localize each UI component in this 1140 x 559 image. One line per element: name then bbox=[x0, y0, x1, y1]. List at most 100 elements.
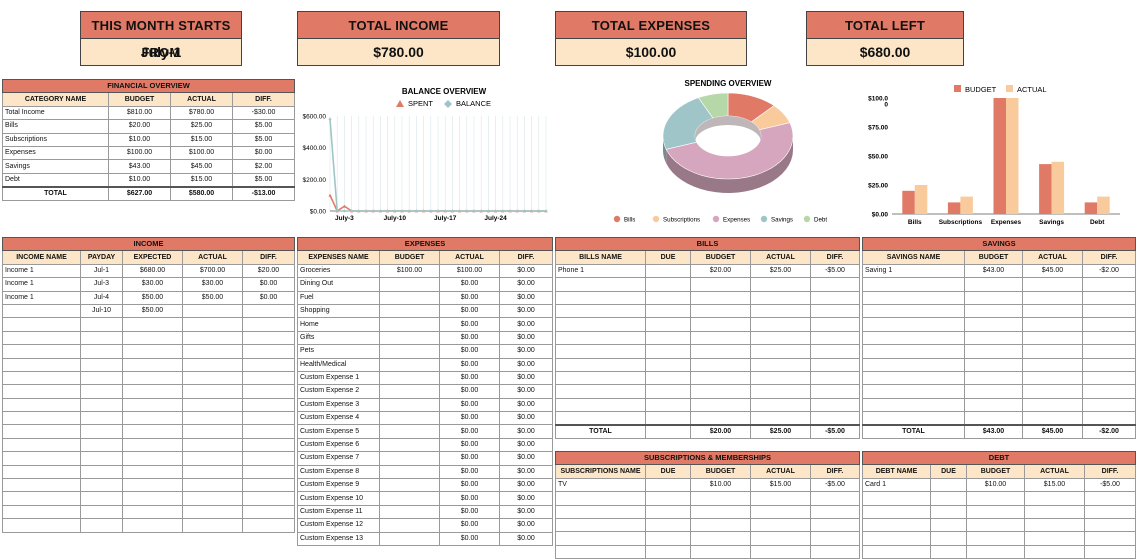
table-cell[interactable] bbox=[80, 451, 123, 466]
table-cell[interactable] bbox=[80, 370, 123, 386]
table-cell[interactable] bbox=[80, 411, 123, 426]
table-cell[interactable] bbox=[645, 263, 691, 279]
table-cell[interactable]: $15.00 bbox=[170, 132, 233, 147]
table-cell[interactable] bbox=[379, 384, 440, 399]
table-cell[interactable]: $780.00 bbox=[170, 105, 233, 121]
table-cell[interactable] bbox=[964, 370, 1023, 386]
table-cell[interactable]: $810.00 bbox=[108, 105, 171, 121]
table-cell[interactable]: $0.00 bbox=[499, 504, 553, 520]
table-cell[interactable] bbox=[750, 330, 811, 346]
table-cell[interactable] bbox=[122, 330, 183, 346]
table-cell[interactable] bbox=[750, 517, 811, 533]
table-cell[interactable] bbox=[379, 277, 440, 292]
table-cell[interactable] bbox=[1081, 330, 1137, 346]
table-cell[interactable]: $0.00 bbox=[499, 384, 553, 399]
table-cell[interactable] bbox=[1081, 290, 1137, 305]
table-cell[interactable] bbox=[1083, 491, 1137, 506]
table-cell[interactable] bbox=[810, 504, 860, 519]
table-cell[interactable] bbox=[182, 478, 243, 493]
table-cell[interactable] bbox=[242, 370, 295, 386]
table-cell[interactable] bbox=[242, 411, 295, 426]
table-cell[interactable] bbox=[242, 518, 295, 533]
table-cell[interactable] bbox=[2, 518, 81, 533]
table-cell[interactable] bbox=[242, 384, 295, 399]
table-cell[interactable]: $43.00 bbox=[108, 159, 171, 174]
table-cell[interactable] bbox=[555, 303, 646, 319]
table-cell[interactable] bbox=[379, 491, 440, 506]
table-cell[interactable] bbox=[379, 504, 440, 520]
table-cell[interactable] bbox=[379, 357, 440, 372]
table-cell[interactable] bbox=[182, 504, 243, 520]
table-cell[interactable] bbox=[750, 384, 811, 399]
table-cell[interactable] bbox=[555, 491, 646, 506]
table-cell[interactable] bbox=[809, 317, 861, 332]
table-cell[interactable] bbox=[809, 384, 861, 399]
table-cell[interactable] bbox=[750, 290, 811, 305]
table-cell[interactable] bbox=[1022, 330, 1083, 346]
table-cell[interactable] bbox=[964, 397, 1023, 413]
table-cell[interactable]: $0.00 bbox=[242, 290, 295, 305]
table-cell[interactable]: Income 1 bbox=[2, 290, 81, 305]
table-cell[interactable] bbox=[555, 384, 646, 399]
table-cell[interactable] bbox=[242, 437, 295, 453]
table-cell[interactable] bbox=[750, 544, 811, 559]
table-cell[interactable] bbox=[966, 544, 1025, 559]
table-cell[interactable] bbox=[122, 451, 183, 466]
table-cell[interactable] bbox=[242, 344, 295, 359]
table-cell[interactable] bbox=[122, 384, 183, 399]
table-cell[interactable]: $45.00 bbox=[170, 159, 233, 174]
table-cell[interactable] bbox=[690, 544, 751, 559]
table-cell[interactable]: $10.00 bbox=[108, 172, 171, 188]
table-cell[interactable]: $45.00 bbox=[1022, 263, 1083, 279]
table-cell[interactable] bbox=[2, 303, 81, 319]
table-cell[interactable] bbox=[80, 317, 123, 332]
table-cell[interactable]: $100.00 bbox=[170, 145, 233, 161]
table-cell[interactable] bbox=[645, 357, 691, 372]
table-cell[interactable]: Jul-4 bbox=[80, 290, 123, 305]
table-cell[interactable] bbox=[182, 330, 243, 346]
table-cell[interactable]: $680.00 bbox=[122, 263, 183, 279]
table-cell[interactable] bbox=[690, 384, 751, 399]
table-cell[interactable]: Custom Expense 6 bbox=[297, 437, 380, 453]
table-cell[interactable] bbox=[2, 411, 81, 426]
table-cell[interactable]: $0.00 bbox=[499, 491, 553, 506]
table-cell[interactable]: $2.00 bbox=[231, 159, 296, 174]
table-cell[interactable] bbox=[750, 317, 811, 332]
table-cell[interactable] bbox=[379, 411, 440, 426]
table-cell[interactable]: Custom Expense 2 bbox=[297, 384, 380, 399]
table-cell[interactable]: $0.00 bbox=[242, 277, 295, 292]
table-cell[interactable] bbox=[182, 491, 243, 506]
table-cell[interactable] bbox=[862, 303, 965, 319]
table-cell[interactable] bbox=[645, 344, 691, 359]
table-cell[interactable] bbox=[690, 370, 751, 386]
table-cell[interactable] bbox=[182, 464, 243, 480]
table-cell[interactable] bbox=[182, 384, 243, 399]
table-cell[interactable]: $0.00 bbox=[439, 290, 500, 305]
table-cell[interactable] bbox=[182, 437, 243, 453]
table-cell[interactable] bbox=[80, 344, 123, 359]
table-cell[interactable]: $25.00 bbox=[750, 263, 811, 279]
table-cell[interactable] bbox=[1022, 303, 1083, 319]
table-cell[interactable] bbox=[242, 464, 295, 480]
table-cell[interactable]: $0.00 bbox=[499, 531, 553, 546]
table-cell[interactable] bbox=[379, 330, 440, 346]
table-cell[interactable] bbox=[2, 384, 81, 399]
table-cell[interactable]: Custom Expense 8 bbox=[297, 464, 380, 480]
table-cell[interactable] bbox=[1022, 397, 1083, 413]
table-cell[interactable]: $0.00 bbox=[439, 424, 500, 439]
table-cell[interactable]: $0.00 bbox=[499, 317, 553, 332]
table-cell[interactable] bbox=[555, 397, 646, 413]
table-cell[interactable] bbox=[862, 357, 965, 372]
table-cell[interactable]: -$5.00 bbox=[809, 263, 861, 279]
table-cell[interactable] bbox=[862, 330, 965, 346]
table-cell[interactable] bbox=[242, 504, 295, 520]
table-cell[interactable] bbox=[750, 504, 811, 519]
table-cell[interactable] bbox=[690, 357, 751, 372]
table-cell[interactable] bbox=[862, 544, 931, 559]
table-cell[interactable] bbox=[964, 317, 1023, 332]
table-cell[interactable]: Total Income bbox=[2, 105, 109, 121]
table-cell[interactable] bbox=[182, 317, 243, 332]
table-cell[interactable]: $0.00 bbox=[439, 437, 500, 453]
table-cell[interactable]: Savings bbox=[2, 159, 109, 174]
table-cell[interactable]: Gifts bbox=[297, 330, 380, 346]
